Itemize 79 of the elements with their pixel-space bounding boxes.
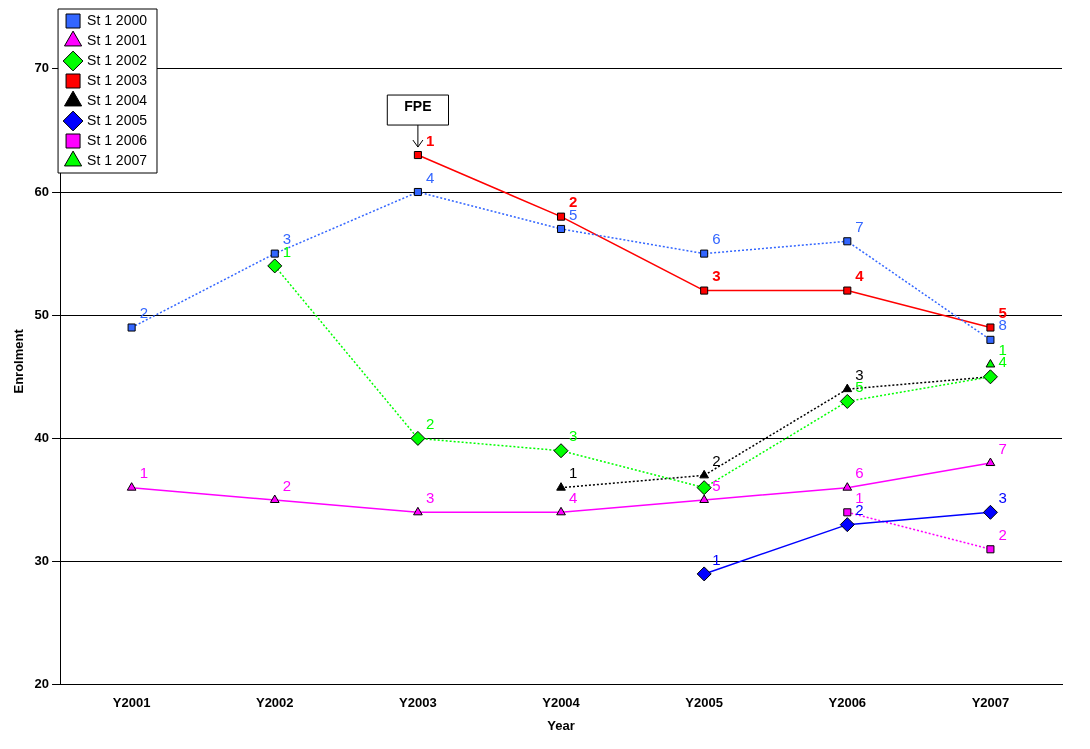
- point: [699, 469, 709, 479]
- point: [413, 151, 422, 160]
- annotation: 3: [712, 267, 721, 285]
- annotation: 7: [998, 439, 1007, 457]
- point: [843, 286, 852, 295]
- x-tick-label: Y2006: [828, 695, 867, 711]
- point: [986, 323, 995, 332]
- x-tick-label: Y2001: [112, 695, 151, 711]
- point: [696, 566, 712, 582]
- legend-label: St 1 2003: [87, 71, 148, 88]
- annotation: 2: [998, 525, 1007, 543]
- annotation: 3: [998, 488, 1007, 506]
- x-tick-label: Y2004: [542, 695, 581, 711]
- point: [696, 480, 712, 496]
- legend-label: St 1 2007: [87, 151, 148, 168]
- annotation: 2: [712, 452, 721, 469]
- x-tick-label: Y2002: [255, 695, 294, 711]
- point: [556, 212, 566, 221]
- legend-label: St 1 2006: [87, 131, 148, 148]
- legend-label: St 1 2005: [87, 111, 148, 128]
- annotation: 5: [712, 476, 721, 494]
- annotation: 4: [855, 267, 865, 285]
- annotation: 3: [282, 230, 292, 248]
- y-tick-label: 40: [34, 429, 50, 445]
- point: [843, 237, 852, 246]
- x-tick-label: Y2003: [399, 695, 437, 711]
- point: [267, 258, 283, 274]
- y-tick-label: 30: [34, 553, 50, 569]
- point: [842, 482, 853, 491]
- annotation: 2: [569, 193, 578, 211]
- point: [843, 508, 852, 517]
- annotation: 1: [855, 488, 864, 506]
- annotation: 1: [569, 464, 578, 482]
- point: [126, 482, 137, 491]
- point: [413, 187, 422, 197]
- y-tick-label: 60: [34, 183, 50, 199]
- point: [985, 358, 996, 368]
- annotation: 2: [425, 415, 435, 433]
- point: [842, 383, 853, 393]
- point: [413, 506, 423, 516]
- point: [986, 545, 995, 554]
- point: [556, 482, 566, 491]
- legend-label: St 1 2002: [87, 51, 148, 68]
- annotation: 2: [282, 476, 292, 494]
- point: [556, 224, 566, 233]
- point: [127, 323, 136, 332]
- legend-label: St 1 2001: [87, 31, 148, 48]
- annotation: 3: [425, 488, 435, 506]
- annotation: 7: [855, 217, 864, 235]
- annotation: 4: [569, 488, 578, 506]
- point: [410, 430, 426, 446]
- y-tick-label: 50: [34, 306, 50, 322]
- annotation: 1: [139, 464, 148, 482]
- x-tick-label: Y2007: [971, 695, 1010, 711]
- x-axis-title: Year: [547, 717, 575, 733]
- annotation: FPE: [404, 97, 432, 114]
- y-tick-label: 20: [34, 676, 50, 692]
- y-axis-title: Enrolment: [11, 328, 27, 394]
- point: [982, 504, 998, 520]
- point: [269, 494, 280, 503]
- point: [985, 457, 996, 467]
- point: [839, 517, 855, 533]
- point: [700, 286, 709, 295]
- point: [270, 249, 279, 258]
- legend-label: St 1 2000: [87, 11, 148, 28]
- annotation: 6: [855, 464, 864, 482]
- annotation: 4: [425, 168, 435, 186]
- legend-label: St 1 2004: [87, 91, 148, 108]
- annotation: 6: [712, 230, 721, 248]
- point: [699, 494, 709, 503]
- x-tick-label: Y2005: [685, 695, 723, 711]
- point: [700, 249, 709, 258]
- y-tick-label: 70: [34, 60, 50, 76]
- annotation: 3: [855, 365, 864, 383]
- point: [986, 335, 995, 344]
- annotation: 1: [425, 131, 435, 149]
- point: [839, 393, 855, 409]
- point: [553, 443, 569, 459]
- point: [556, 506, 566, 516]
